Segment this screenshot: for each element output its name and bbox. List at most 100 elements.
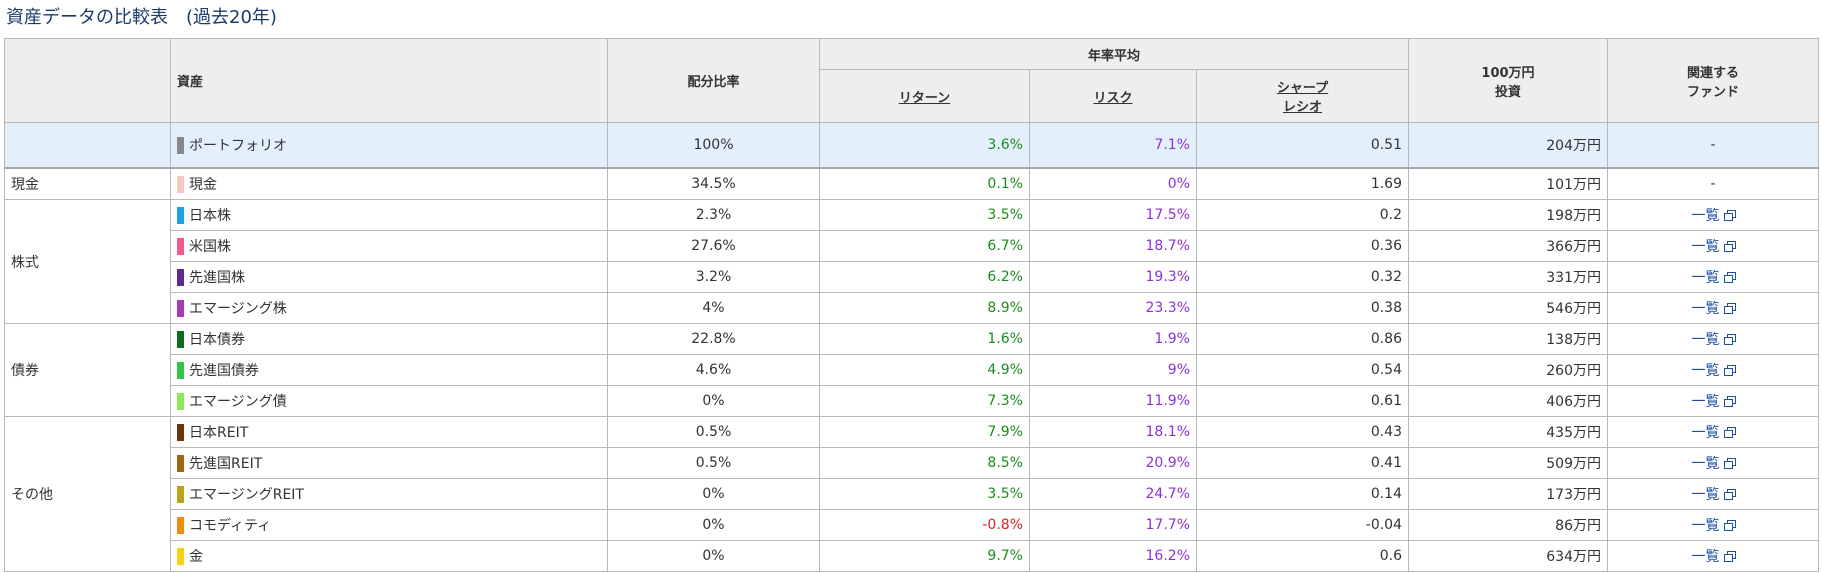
asset-cell: 先進国債券 <box>170 354 608 386</box>
external-window-icon[interactable] <box>1723 458 1736 469</box>
portfolio-row: ポートフォリオ 100% 3.6% 7.1% 0.51 204万円 - <box>4 122 1819 169</box>
external-window-icon[interactable] <box>1723 334 1736 345</box>
external-window-icon[interactable] <box>1723 272 1736 283</box>
fund-value: - <box>1607 122 1819 169</box>
sort-risk-link[interactable]: リスク <box>1093 90 1133 106</box>
sharpe-value: 0.38 <box>1196 292 1409 324</box>
asset-name: 日本REIT <box>189 425 249 441</box>
asset-name: 先進国株 <box>189 270 245 286</box>
asset-cell: 先進国REIT <box>170 447 608 479</box>
fund-list-link[interactable]: 一覧 <box>1691 394 1736 410</box>
table-row: エマージング株 4% 8.9% 23.3% 0.38 546万円 一覧 <box>5 292 1819 324</box>
header-investment: 100万円 投資 <box>1408 38 1608 123</box>
fund-list-label[interactable]: 一覧 <box>1691 425 1720 441</box>
fund-list-label[interactable]: 一覧 <box>1691 456 1720 472</box>
group-label-stocks: 株式 <box>4 199 171 324</box>
fund-list-label[interactable]: 一覧 <box>1691 518 1720 534</box>
fund-list-cell[interactable]: 一覧 <box>1607 385 1819 417</box>
header-allocation: 配分比率 <box>607 38 820 123</box>
risk-value: 11.9% <box>1029 385 1197 417</box>
fund-list-link[interactable]: 一覧 <box>1691 487 1736 503</box>
fund-list-label[interactable]: 一覧 <box>1691 487 1720 503</box>
investment-value: 260万円 <box>1408 354 1608 386</box>
sort-sharpe-header[interactable]: シャープ レシオ <box>1196 69 1409 123</box>
fund-list-link[interactable]: 一覧 <box>1691 456 1736 472</box>
fund-list-cell[interactable]: 一覧 <box>1607 354 1819 386</box>
portfolio-asset-cell: ポートフォリオ <box>170 122 608 169</box>
fund-list-cell[interactable]: 一覧 <box>1607 292 1819 324</box>
fund-list-label[interactable]: 一覧 <box>1691 549 1720 565</box>
header-asset: 資産 <box>170 38 608 123</box>
investment-value: 366万円 <box>1408 230 1608 262</box>
external-window-icon[interactable] <box>1723 241 1736 252</box>
investment-value: 546万円 <box>1408 292 1608 324</box>
risk-value: 1.9% <box>1029 323 1197 355</box>
table-row: 金 0% 9.7% 16.2% 0.6 634万円 一覧 <box>5 540 1819 572</box>
sort-risk-header[interactable]: リスク <box>1029 69 1197 123</box>
table-row: エマージング債 0% 7.3% 11.9% 0.61 406万円 一覧 <box>5 385 1819 417</box>
external-window-icon[interactable] <box>1723 427 1736 438</box>
fund-list-cell[interactable]: 一覧 <box>1607 230 1819 262</box>
external-window-icon[interactable] <box>1723 489 1736 500</box>
fund-list-label[interactable]: 一覧 <box>1691 332 1720 348</box>
sharpe-value: 0.51 <box>1196 122 1409 169</box>
fund-list-label[interactable]: 一覧 <box>1691 363 1720 379</box>
asset-cell: 先進国株 <box>170 261 608 293</box>
fund-list-cell[interactable]: 一覧 <box>1607 416 1819 448</box>
fund-list-label[interactable]: 一覧 <box>1691 270 1720 286</box>
fund-list-link[interactable]: 一覧 <box>1691 518 1736 534</box>
fund-list-cell[interactable]: 一覧 <box>1607 199 1819 231</box>
fund-list-label[interactable]: 一覧 <box>1691 301 1720 317</box>
allocation-value: 22.8% <box>607 323 820 355</box>
fund-list-link[interactable]: 一覧 <box>1691 208 1736 224</box>
fund-list-cell[interactable]: 一覧 <box>1607 540 1819 572</box>
header-group <box>4 38 171 123</box>
fund-list-link[interactable]: 一覧 <box>1691 425 1736 441</box>
fund-list-label[interactable]: 一覧 <box>1691 239 1720 255</box>
asset-cell: エマージングREIT <box>170 478 608 510</box>
sort-sharpe-link[interactable]: シャープ レシオ <box>1277 81 1328 115</box>
external-window-icon[interactable] <box>1723 365 1736 376</box>
investment-value: 435万円 <box>1408 416 1608 448</box>
fund-list-label[interactable]: 一覧 <box>1691 208 1720 224</box>
fund-list-cell[interactable]: 一覧 <box>1607 323 1819 355</box>
sharpe-label-line2[interactable]: レシオ <box>1282 100 1322 115</box>
allocation-value: 0.5% <box>607 447 820 479</box>
external-window-icon[interactable] <box>1723 551 1736 562</box>
fund-list-link[interactable]: 一覧 <box>1691 332 1736 348</box>
allocation-value: 0% <box>607 478 820 510</box>
allocation-value: 0% <box>607 540 820 572</box>
external-window-icon[interactable] <box>1723 396 1736 407</box>
group-label-cash: 現金 <box>4 167 171 200</box>
external-window-icon[interactable] <box>1723 520 1736 531</box>
risk-value: 7.1% <box>1029 122 1197 169</box>
fund-list-cell[interactable]: 一覧 <box>1607 509 1819 541</box>
sort-return-header[interactable]: リターン <box>819 69 1030 123</box>
allocation-value: 0.5% <box>607 416 820 448</box>
color-swatch <box>177 206 184 224</box>
fund-list-label[interactable]: 一覧 <box>1691 394 1720 410</box>
fund-list-cell[interactable]: 一覧 <box>1607 478 1819 510</box>
sharpe-label-line1[interactable]: シャープ <box>1276 81 1329 96</box>
fund-list-link[interactable]: 一覧 <box>1691 363 1736 379</box>
risk-value: 23.3% <box>1029 292 1197 324</box>
fund-list-link[interactable]: 一覧 <box>1691 270 1736 286</box>
header-investment-line1: 100万円 <box>1481 65 1535 81</box>
external-window-icon[interactable] <box>1723 303 1736 314</box>
fund-list-link[interactable]: 一覧 <box>1691 239 1736 255</box>
investment-value: 204万円 <box>1408 122 1608 169</box>
group-label-bonds: 債券 <box>4 323 171 417</box>
risk-value: 9% <box>1029 354 1197 386</box>
fund-list-cell[interactable]: 一覧 <box>1607 447 1819 479</box>
investment-value: 173万円 <box>1408 478 1608 510</box>
fund-list-cell[interactable]: 一覧 <box>1607 261 1819 293</box>
fund-list-link[interactable]: 一覧 <box>1691 301 1736 317</box>
return-value: 6.7% <box>819 230 1030 262</box>
sharpe-value: -0.04 <box>1196 509 1409 541</box>
fund-list-link[interactable]: 一覧 <box>1691 549 1736 565</box>
external-window-icon[interactable] <box>1723 210 1736 221</box>
color-swatch <box>177 237 184 255</box>
sort-return-link[interactable]: リターン <box>898 90 951 106</box>
risk-value: 24.7% <box>1029 478 1197 510</box>
return-value: 0.1% <box>819 167 1030 200</box>
